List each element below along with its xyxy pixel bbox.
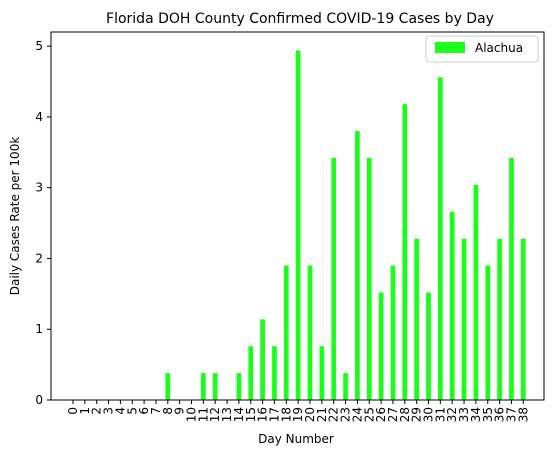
chart-title: Florida DOH County Confirmed COVID-19 Ca… (106, 11, 494, 27)
x-tick-label: 38 (516, 407, 530, 422)
x-tick-label: 30 (422, 407, 436, 422)
bar-day-29 (414, 238, 419, 400)
bar-day-22 (331, 157, 337, 400)
y-tick-label: 5 (35, 39, 43, 53)
legend-label: Alachua (475, 41, 523, 55)
x-tick-label: 21 (315, 407, 329, 422)
y-tick-label: 3 (35, 181, 43, 195)
bar-day-24 (355, 131, 360, 400)
bar-day-38 (520, 238, 526, 400)
x-tick-label: 29 (410, 407, 424, 422)
legend: Alachua (425, 35, 539, 63)
y-tick-label: 2 (35, 251, 43, 265)
x-tick-label: 5 (125, 407, 139, 415)
x-tick-label: 15 (244, 407, 258, 422)
x-tick-label: 6 (137, 407, 151, 415)
bar-day-32 (449, 211, 455, 400)
y-tick-label: 0 (35, 393, 43, 407)
bar-day-20 (307, 265, 313, 400)
x-tick-label: 36 (493, 407, 507, 422)
x-axis: 0123456789101112131415161718192021222324… (66, 400, 530, 422)
x-tick-label: 1 (78, 407, 92, 415)
y-axis-title: Daily Cases Rate per 100k (8, 137, 22, 296)
x-tick-label: 9 (173, 407, 187, 415)
x-tick-label: 8 (161, 407, 175, 415)
x-tick-label: 14 (232, 407, 246, 422)
bar-day-26 (378, 292, 384, 400)
x-tick-label: 12 (208, 407, 222, 422)
bar-day-36 (497, 238, 502, 400)
plot-frame (50, 31, 545, 401)
bar-day-30 (426, 292, 431, 400)
bar-day-16 (260, 319, 265, 400)
x-tick-label: 27 (386, 407, 400, 422)
x-tick-label: 20 (303, 407, 317, 422)
bar-day-25 (366, 157, 372, 400)
x-tick-label: 13 (220, 407, 234, 422)
x-tick-label: 4 (113, 407, 127, 415)
bar-day-14 (236, 373, 242, 400)
x-tick-label: 37 (504, 407, 518, 422)
x-tick-label: 28 (398, 407, 412, 422)
bars-group (165, 50, 526, 401)
x-tick-label: 31 (433, 407, 447, 422)
bar-day-33 (461, 238, 467, 400)
bar-day-37 (509, 157, 514, 400)
bar-day-17 (272, 346, 277, 400)
bar-day-28 (402, 104, 408, 401)
x-tick-label: 35 (481, 407, 495, 422)
x-tick-label: 32 (445, 407, 459, 422)
bar-day-12 (212, 373, 218, 400)
bar-day-19 (295, 50, 301, 401)
legend-swatch (435, 42, 465, 53)
x-tick-label: 26 (374, 407, 388, 422)
bar-day-34 (473, 184, 479, 400)
x-axis-title: Day Number (258, 432, 334, 446)
x-tick-label: 34 (469, 407, 483, 422)
x-tick-label: 22 (327, 407, 341, 422)
x-tick-label: 17 (267, 407, 281, 422)
x-tick-label: 10 (185, 407, 199, 422)
x-tick-label: 11 (196, 407, 210, 422)
x-tick-label: 7 (149, 407, 163, 415)
x-tick-label: 23 (339, 407, 353, 422)
x-tick-label: 24 (350, 407, 364, 422)
x-tick-label: 16 (256, 407, 270, 422)
x-tick-label: 2 (90, 407, 104, 415)
bar-day-35 (485, 265, 491, 400)
x-tick-label: 33 (457, 407, 471, 422)
y-tick-label: 4 (35, 110, 43, 124)
bar-day-27 (390, 265, 396, 400)
x-tick-label: 19 (291, 407, 305, 422)
bar-day-8 (165, 373, 171, 400)
bar-day-15 (248, 346, 254, 400)
bar-day-31 (438, 77, 443, 400)
bar-day-11 (201, 373, 206, 400)
x-tick-label: 0 (66, 407, 80, 415)
bar-day-18 (283, 265, 289, 400)
y-tick-label: 1 (35, 322, 43, 336)
x-tick-label: 18 (279, 407, 293, 422)
bar-day-23 (343, 373, 348, 400)
bar-day-21 (319, 346, 325, 400)
x-tick-label: 3 (102, 407, 116, 415)
y-axis: 0 1 2 3 4 5 (35, 39, 51, 407)
x-tick-label: 25 (362, 407, 376, 422)
